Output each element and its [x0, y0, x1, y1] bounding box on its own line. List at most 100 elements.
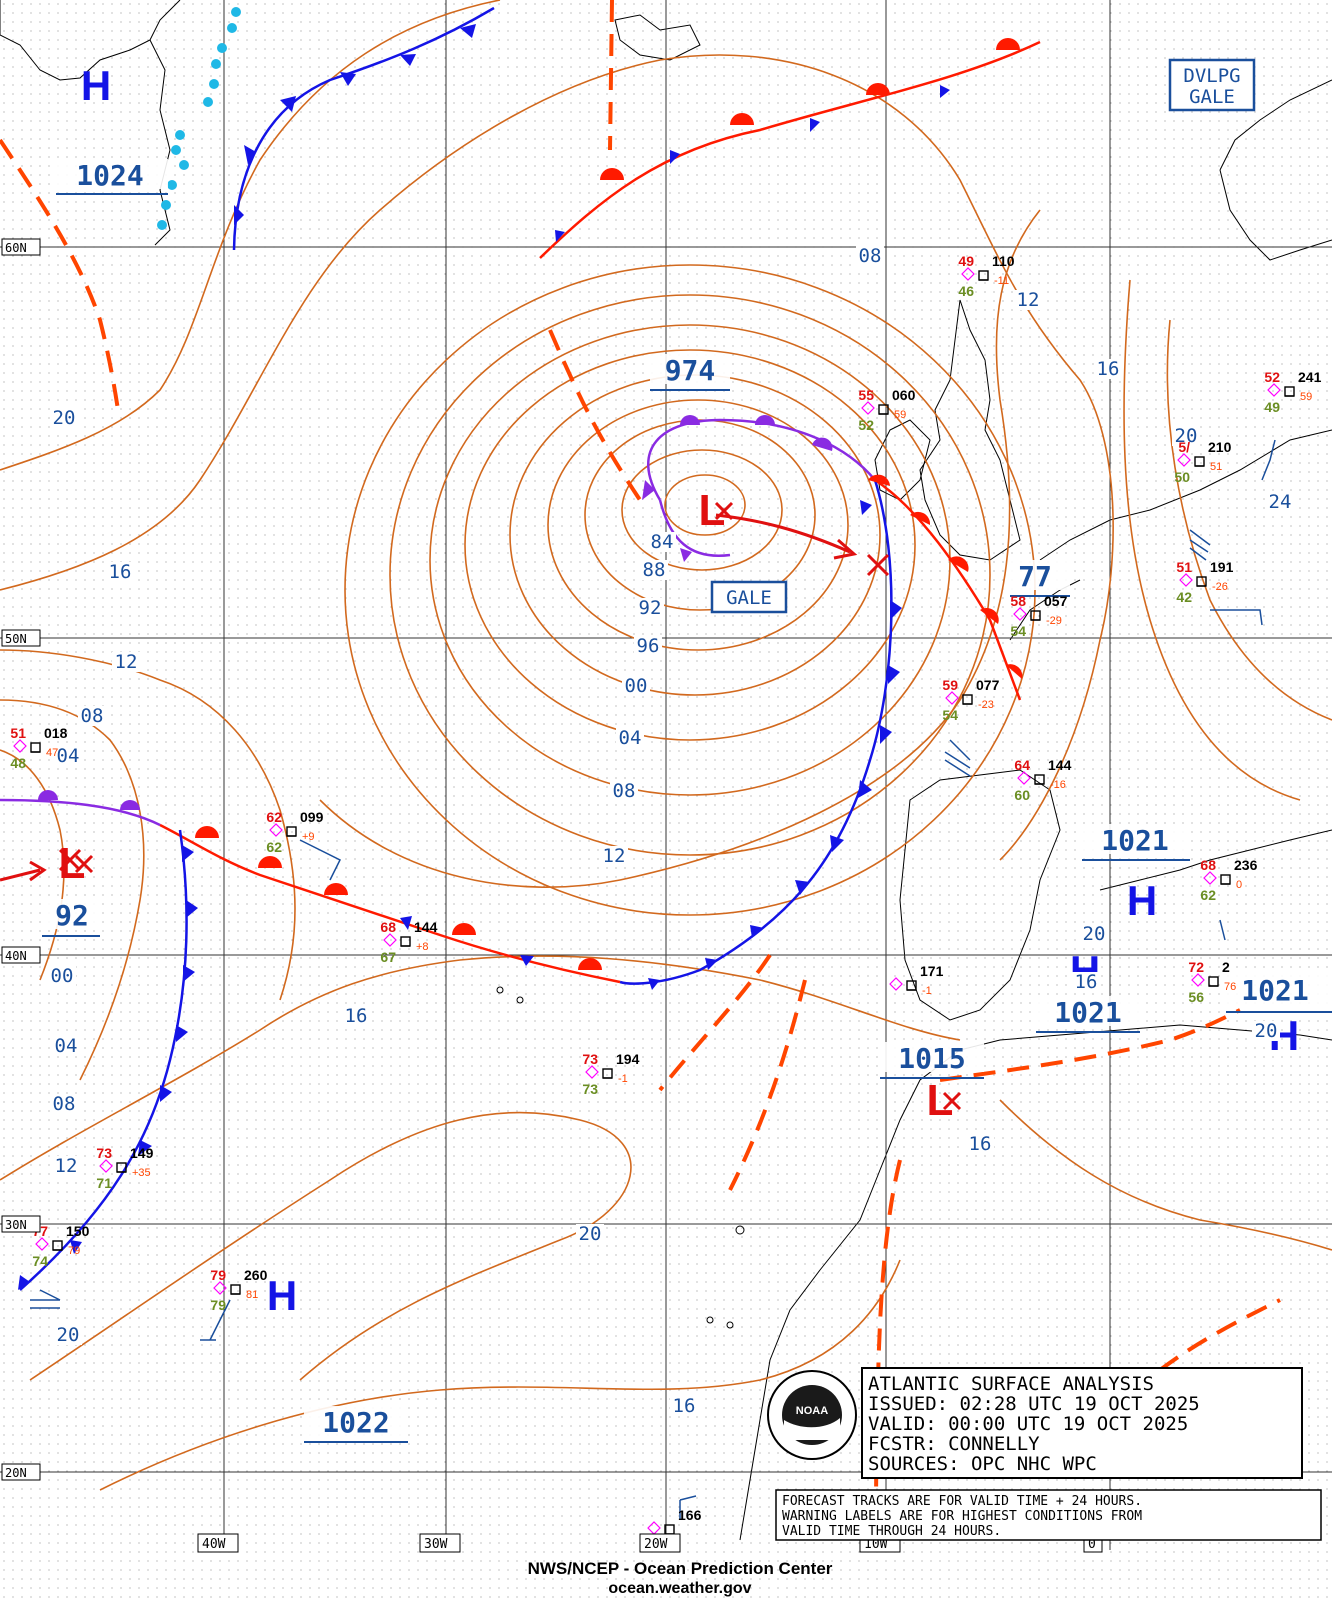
- isobar-1004-b: [0, 749, 65, 981]
- isobar-label: 12: [55, 1155, 78, 1177]
- isobar-1012: [319, 209, 1041, 888]
- station-temperature: 79: [210, 1267, 226, 1283]
- occluded-front-west: [0, 798, 161, 827]
- high-symbol: H: [267, 1272, 297, 1319]
- station-pressure: 018: [44, 725, 68, 741]
- station-pressure: 150: [66, 1223, 90, 1239]
- stationary-front-main: [159, 823, 621, 984]
- isobar-label: 16: [1097, 358, 1120, 380]
- station-tendency: -16: [1050, 779, 1066, 791]
- isobar-1008-b: [0, 699, 145, 1081]
- isobar-label: 16: [109, 561, 132, 583]
- station-pressure: 171: [920, 963, 944, 979]
- isobar-label: 16: [345, 1005, 368, 1027]
- isobar-1024-d: [1166, 319, 1332, 721]
- coast-iceland: [614, 14, 701, 61]
- station-pressure: 166: [678, 1507, 702, 1523]
- station-tendency: 51: [1210, 461, 1222, 473]
- low-pressure-center: L: [59, 839, 94, 888]
- station-dewpoint: 71: [96, 1175, 112, 1191]
- isobar-low-996: [464, 349, 916, 741]
- station-tendency: 47: [46, 747, 58, 759]
- isobar-label: 12: [115, 651, 138, 673]
- isobar-label: 20: [57, 1324, 80, 1346]
- lon-label: 40W: [202, 1537, 226, 1552]
- isobar-label: 16: [969, 1133, 992, 1155]
- isobar-labels: 0812162020161208040096928884040812162016…: [48, 245, 1294, 1417]
- station-plot: 777415079: [32, 1223, 89, 1269]
- low-pressure-center: L: [699, 486, 734, 535]
- isobar-label: 24: [1269, 491, 1292, 513]
- trough-atlantic-2: [728, 979, 807, 1191]
- lat-label: 60N: [5, 241, 27, 255]
- station-plot: 171 -1: [889, 963, 944, 997]
- station-temperature: 5/: [1178, 439, 1190, 455]
- isobar-label: 20: [1255, 1020, 1278, 1042]
- station-plot: 73 71 149 +35: [96, 1145, 153, 1191]
- station-temperature: 58: [1010, 593, 1026, 609]
- lat-label: 40N: [5, 949, 27, 963]
- pressure-value-text: 1021: [1101, 824, 1168, 857]
- station-dewpoint: 42: [1176, 589, 1192, 605]
- occluded-front-main: [647, 418, 876, 501]
- station-tendency: -1: [618, 1073, 628, 1085]
- station-pressure: 060: [892, 387, 916, 403]
- station-plot: 79 79 260 81: [210, 1267, 267, 1313]
- front-symbols: [18, 24, 1023, 1290]
- pressure-value-text: 1024: [76, 159, 143, 192]
- station-dewpoint: 62: [1200, 887, 1216, 903]
- station-tendency: -23: [978, 699, 994, 711]
- station-pressure: 2: [1222, 959, 1230, 975]
- station-dewpoint: 48: [10, 755, 26, 771]
- station-dewpoint: 49: [1264, 399, 1280, 415]
- pressure-value-text: 1015: [898, 1042, 965, 1075]
- station-dewpoint: 46: [958, 283, 974, 299]
- low-symbol: L: [699, 486, 726, 535]
- lon-label: 30W: [424, 1537, 448, 1552]
- coast-scandinavia: [1219, 79, 1332, 261]
- canary-2: [726, 1321, 734, 1329]
- track-west-x-2: [58, 848, 82, 872]
- station-tendency: 0: [1236, 879, 1242, 891]
- station-temperature: 62: [266, 809, 282, 825]
- pressure-value-text: 1022: [322, 1406, 389, 1439]
- station-tendency: 59: [894, 409, 906, 421]
- station-pressure: 260: [244, 1267, 268, 1283]
- madeira: [735, 1225, 745, 1235]
- lat-label: 50N: [5, 632, 27, 646]
- station-tendency: +35: [132, 1167, 151, 1179]
- isobar-label: 96: [637, 635, 660, 657]
- station-pressure: 236: [1234, 857, 1258, 873]
- station-temperature: 68: [380, 919, 396, 935]
- note-line: WARNING LABELS ARE FOR HIGHEST CONDITION…: [782, 1509, 1142, 1524]
- station-plot: 55 52 060 59: [858, 387, 915, 433]
- trough-atlantic-1: [658, 953, 772, 1092]
- station-plot: 68 67 144 +8: [380, 919, 437, 965]
- lon-label: 0: [1088, 1537, 1096, 1552]
- station-tendency: -1: [922, 985, 932, 997]
- isobar-1016-c: [99, 1259, 901, 1491]
- pressure-value: 974: [650, 354, 730, 391]
- title-line: VALID: 00:00 UTC 19 OCT 2025: [868, 1413, 1188, 1435]
- track-main-x-2: [866, 553, 890, 577]
- lat-label: 30N: [5, 1218, 27, 1232]
- station-temperature: 55: [858, 387, 874, 403]
- station-temperature: 52: [1264, 369, 1280, 385]
- station-temperature: 64: [1014, 757, 1030, 773]
- isobar-label: 08: [613, 780, 636, 802]
- isobar-label: 20: [1083, 923, 1106, 945]
- pressure-value: 77: [1010, 560, 1070, 597]
- pressure-value-text: 1021: [1054, 996, 1121, 1029]
- station-plots: 4946110-115552060595249241595/5021051514…: [10, 253, 1322, 1535]
- lon-label: 20W: [644, 1537, 668, 1552]
- isobar-1020-d: [1123, 279, 1301, 801]
- station-tendency: -29: [1046, 615, 1062, 627]
- station-temperature: 49: [958, 253, 974, 269]
- cold-front-greenland: [232, 6, 495, 251]
- title-line: SOURCES: OPC NHC WPC: [868, 1453, 1097, 1475]
- azores-1: [496, 986, 504, 994]
- title-line: FCSTR: CONNELLY: [868, 1433, 1040, 1455]
- cold-front-pips: [18, 24, 950, 1290]
- isobar-1020-b: [29, 1111, 632, 1381]
